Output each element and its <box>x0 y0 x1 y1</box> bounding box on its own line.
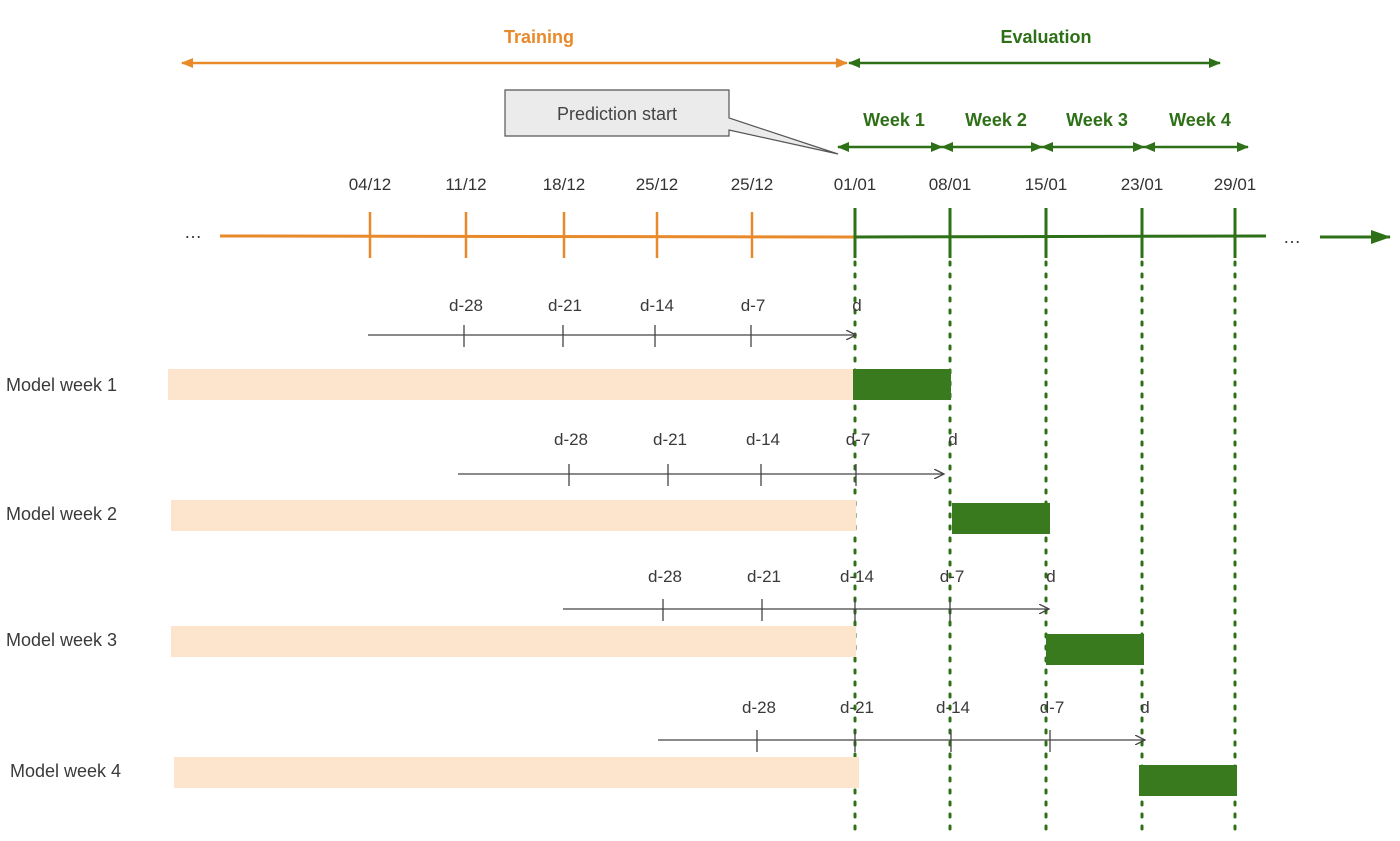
lag-label: d-14 <box>840 567 874 586</box>
prediction-week-bar <box>853 369 951 400</box>
model-label: Model week 2 <box>6 504 117 524</box>
ellipsis-left: … <box>184 222 202 242</box>
training-window-bar <box>171 500 856 531</box>
prediction-week-bar <box>1139 765 1237 796</box>
model-row-2: d-28 d-21 d-14 d-7 d Model week 2 <box>6 430 1050 534</box>
prediction-week-bar <box>952 503 1050 534</box>
model-label: Model week 4 <box>10 761 121 781</box>
lag-label: d-21 <box>653 430 687 449</box>
model-row-4: d-28 d-21 d-14 d-7 d Model week 4 <box>10 698 1237 796</box>
lag-label: d-28 <box>742 698 776 717</box>
model-row-3: d-28 d-21 d-14 d-7 d Model week 3 <box>6 567 1144 665</box>
lag-label: d <box>1140 698 1149 717</box>
week-boundary-guides <box>853 260 1237 840</box>
training-label: Training <box>504 27 574 47</box>
lag-label: d-7 <box>741 296 766 315</box>
callout-label: Prediction start <box>557 104 677 124</box>
lag-label: d-7 <box>940 567 965 586</box>
callout-box <box>504 89 839 155</box>
training-date-label: 25/12 <box>731 175 774 194</box>
lag-label: d-28 <box>648 567 682 586</box>
evaluation-date-label: 15/01 <box>1025 175 1068 194</box>
lag-label: d <box>852 296 861 315</box>
lag-label: d <box>948 430 957 449</box>
training-window-bar <box>168 369 854 400</box>
lag-label: d-21 <box>548 296 582 315</box>
training-window-bar <box>171 626 856 657</box>
week-3-label: Week 3 <box>1066 110 1128 130</box>
model-label: Model week 3 <box>6 630 117 650</box>
lag-label: d-21 <box>747 567 781 586</box>
evaluation-axis <box>853 234 1267 239</box>
training-date-label: 25/12 <box>636 175 679 194</box>
lag-label: d-28 <box>449 296 483 315</box>
model-label: Model week 1 <box>6 375 117 395</box>
main-timeline: … … 04/12 11/12 18/12 25/12 25/12 01/01 08/01 1… <box>184 175 1391 258</box>
evaluation-date-label: 29/01 <box>1214 175 1257 194</box>
prediction-week-bar <box>1046 634 1144 665</box>
ellipsis-right: … <box>1283 227 1301 247</box>
week-2-label: Week 2 <box>965 110 1027 130</box>
lag-label: d-14 <box>640 296 674 315</box>
model-row-1: d-28 d-21 d-14 d-7 d Model week 1 <box>6 296 951 400</box>
phase-arrows: Training Evaluation <box>181 27 1221 68</box>
training-date-label: 18/12 <box>543 175 586 194</box>
training-date-label: 11/12 <box>445 175 486 194</box>
lag-label: d <box>1046 567 1055 586</box>
training-axis <box>219 234 855 239</box>
week-arrows: Week 1 Week 2 Week 3 Week 4 <box>837 110 1249 152</box>
week-1-label: Week 1 <box>863 110 925 130</box>
evaluation-date-label: 01/01 <box>834 175 877 194</box>
lag-label: d-7 <box>1040 698 1065 717</box>
lag-label: d-21 <box>840 698 874 717</box>
evaluation-date-label: 08/01 <box>929 175 972 194</box>
evaluation-label: Evaluation <box>1000 27 1091 47</box>
lag-label: d-14 <box>746 430 780 449</box>
week-4-label: Week 4 <box>1169 110 1231 130</box>
training-date-label: 04/12 <box>349 175 392 194</box>
model-rows: d-28 d-21 d-14 d-7 d Model week 1 d-28 d-21 d-14… <box>6 296 1237 796</box>
prediction-start-callout: Prediction start <box>504 89 839 155</box>
evaluation-date-label: 23/01 <box>1121 175 1164 194</box>
lag-label: d-28 <box>554 430 588 449</box>
training-window-bar <box>174 757 859 788</box>
lag-label: d-14 <box>936 698 970 717</box>
lag-label: d-7 <box>846 430 871 449</box>
